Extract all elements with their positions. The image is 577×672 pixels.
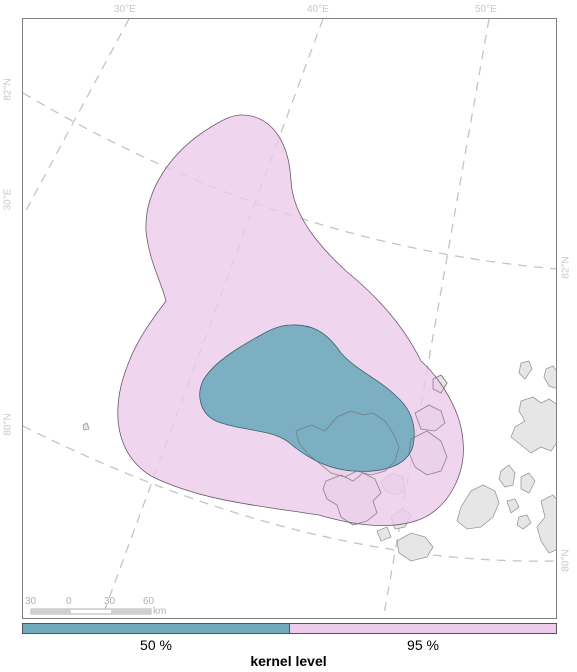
island [518,360,533,380]
lat-label-left-82n: 82°N [2,78,14,101]
kernel-95-area [117,114,464,527]
legend-title: kernel level [250,653,327,669]
island-outlines [295,374,448,526]
legend-swatch-95 [289,623,557,634]
scale-tick-label: 60 [143,596,155,607]
lon-label-left-30e: 30°E [2,188,14,211]
graticule-line-50e [382,19,490,618]
lon-label-30e: 30°E [114,4,136,15]
island [396,532,434,562]
legend-label-50: 50 % [140,637,172,653]
island [520,472,536,494]
island [376,526,392,542]
scale-bar-graphic [30,608,152,615]
lat-label-right-80n: 80°N [560,549,572,572]
lon-label-40e: 40°E [307,4,329,15]
island [516,514,532,530]
scale-tick-label: 30 [25,596,37,607]
island [543,365,556,389]
lon-label-50e: 50°E [475,4,497,15]
graticule-line-80n [23,425,556,562]
lat-label-left-80n: 80°N [2,413,14,436]
scale-tick-label: 0 [66,596,72,607]
legend-label-95: 95 % [407,637,439,653]
island [510,396,556,454]
island [82,422,90,431]
legend-swatch-50 [22,623,290,634]
lat-label-right-82n: 82°N [560,256,572,279]
map-panel [22,18,557,619]
map-canvas [23,19,556,618]
island [456,484,500,530]
scale-tick-label: 30 [104,596,116,607]
graticule-line-30e [23,19,130,217]
island [536,494,556,554]
scale-unit-label: km [153,606,167,617]
kernel-50-area [199,324,415,472]
island [498,464,516,488]
island [506,498,520,514]
